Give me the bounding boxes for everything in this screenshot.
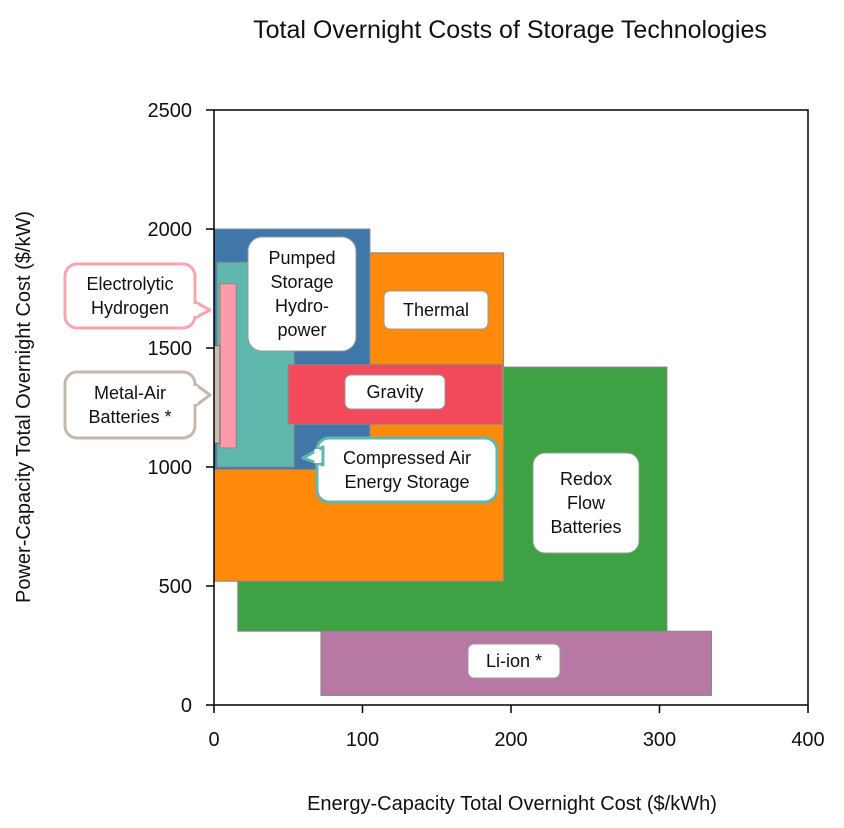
label-box-redox-flow-batteries xyxy=(532,452,640,554)
label-text-li-ion: Li-ion * xyxy=(486,651,542,671)
label-gravity: Gravity xyxy=(344,374,446,410)
label-text-thermal: Thermal xyxy=(403,300,469,320)
x-axis-label: Energy-Capacity Total Overnight Cost ($/… xyxy=(307,793,717,815)
range-metal-air-batteries xyxy=(213,345,221,444)
label-box-thermal xyxy=(383,290,489,330)
axes: 0 100 200 300 400 0 500 1000 1500 2000 2500 xyxy=(148,100,825,751)
label-metal-air-batteries: Metal-Air Batteries * xyxy=(63,370,212,440)
label-text-gravity: Gravity xyxy=(366,382,423,402)
label-text-pumped-storage-hydropower: Pumped xyxy=(268,248,335,268)
range-box-metal-air-batteries xyxy=(213,345,221,444)
y-tick-label: 500 xyxy=(159,576,192,598)
plot-area: Li-ion * Redox Flow Batteries Thermal Pumped S… xyxy=(63,228,712,696)
x-tick-label: 200 xyxy=(494,729,527,751)
y-tick-label: 2500 xyxy=(148,100,193,122)
y-tick-label: 0 xyxy=(181,695,192,717)
label-text-electrolytic-hydrogen: Hydrogen xyxy=(91,298,169,318)
label-text-compressed-air-energy-storage: Energy Storage xyxy=(344,472,469,492)
label-text-pumped-storage-hydropower: Storage xyxy=(270,272,333,292)
label-text-pumped-storage-hydropower: Hydro- xyxy=(275,296,329,316)
range-electrolytic-hydrogen xyxy=(219,283,237,449)
label-box-pumped-storage-hydropower xyxy=(247,236,357,352)
label-text-redox-flow-batteries: Redox xyxy=(560,469,612,489)
label-text-compressed-air-energy-storage: Compressed Air xyxy=(343,448,471,468)
label-text-pumped-storage-hydropower: power xyxy=(277,320,326,340)
label-box-electrolytic-hydrogen xyxy=(63,262,197,330)
label-box-li-ion xyxy=(467,643,561,679)
label-box-gravity xyxy=(344,374,446,410)
range-box-electrolytic-hydrogen xyxy=(219,283,237,449)
label-text-electrolytic-hydrogen: Electrolytic xyxy=(86,274,173,294)
chart-title: Total Overnight Costs of Storage Technol… xyxy=(253,16,767,44)
y-tick-label: 1000 xyxy=(148,457,193,479)
label-electrolytic-hydrogen: Electrolytic Hydrogen xyxy=(63,262,212,330)
label-li-ion: Li-ion * xyxy=(467,643,561,679)
label-box-metal-air-batteries xyxy=(63,370,197,440)
x-tick-label: 100 xyxy=(346,729,379,751)
x-tick-label: 300 xyxy=(643,729,676,751)
x-tick-label: 400 xyxy=(791,729,824,751)
label-redox-flow-batteries: Redox Flow Batteries xyxy=(532,452,640,554)
y-tick-label: 1500 xyxy=(148,338,193,360)
label-box-compressed-air-energy-storage xyxy=(315,436,499,504)
label-thermal: Thermal xyxy=(383,290,489,330)
label-text-redox-flow-batteries: Batteries xyxy=(550,517,621,537)
label-compressed-air-energy-storage: Compressed Air Energy Storage xyxy=(301,436,499,504)
x-tick-label: 0 xyxy=(208,729,219,751)
y-tick-label: 2000 xyxy=(148,219,193,241)
label-text-metal-air-batteries: Batteries * xyxy=(88,407,171,427)
label-text-redox-flow-batteries: Flow xyxy=(567,493,606,513)
label-pumped-storage-hydropower: Pumped Storage Hydro-power xyxy=(247,236,357,352)
label-text-metal-air-batteries: Metal-Air xyxy=(94,383,166,403)
y-axis-label: Power-Capacity Total Overnight Cost ($/k… xyxy=(13,211,35,603)
